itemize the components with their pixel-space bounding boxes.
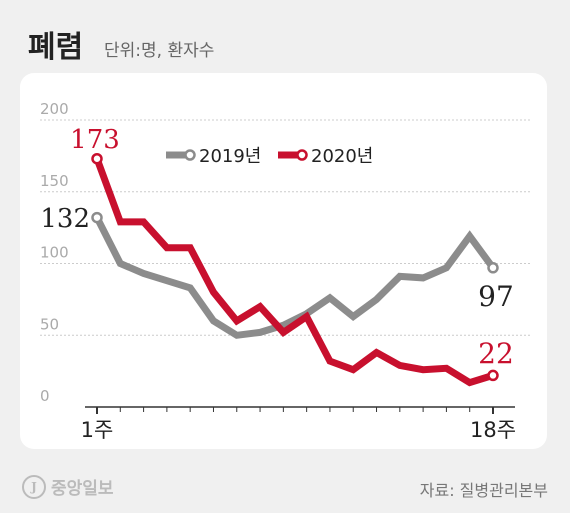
- logo-text: 중앙일보: [51, 479, 114, 499]
- data-label-2019-first: 132: [40, 204, 90, 234]
- endpoint-marker-2019-first: [91, 211, 103, 224]
- x-tick-label-first: 1주: [81, 418, 114, 442]
- y-tick-label-200: 200: [40, 100, 69, 118]
- page-title: 폐렴: [28, 30, 84, 65]
- endpoint-marker-2020-first: [91, 152, 103, 165]
- endpoint-marker-2019-last: [487, 262, 499, 274]
- joongang-logo: J 중앙일보: [22, 474, 114, 499]
- legend-marker-2020: [296, 149, 308, 161]
- y-tick-label-50: 50: [40, 315, 59, 333]
- endpoint-marker-2020-last: [487, 369, 499, 382]
- y-tick-label-100: 100: [40, 244, 69, 262]
- data-label-2020-first: 173: [70, 125, 120, 155]
- series-line-2020: [93, 157, 495, 387]
- legend-label-2020: 2020년: [311, 146, 373, 167]
- chart-card: [20, 73, 547, 449]
- unit-label: 단위:명, 환자수: [104, 41, 215, 61]
- data-label-2019-last: 97: [478, 280, 514, 313]
- y-tick-label-150: 150: [40, 172, 69, 190]
- y-tick-label-0: 0: [40, 387, 50, 405]
- legend-label-2019: 2019년: [199, 146, 261, 167]
- x-tick-label-last: 18주: [470, 418, 516, 442]
- logo-mark-icon: J: [22, 474, 46, 499]
- legend-marker-2019: [184, 149, 196, 161]
- data-label-2020-last: 22: [478, 337, 514, 370]
- series-line-2019: [93, 216, 496, 339]
- source-note: 자료: 질병관리본부: [419, 481, 548, 500]
